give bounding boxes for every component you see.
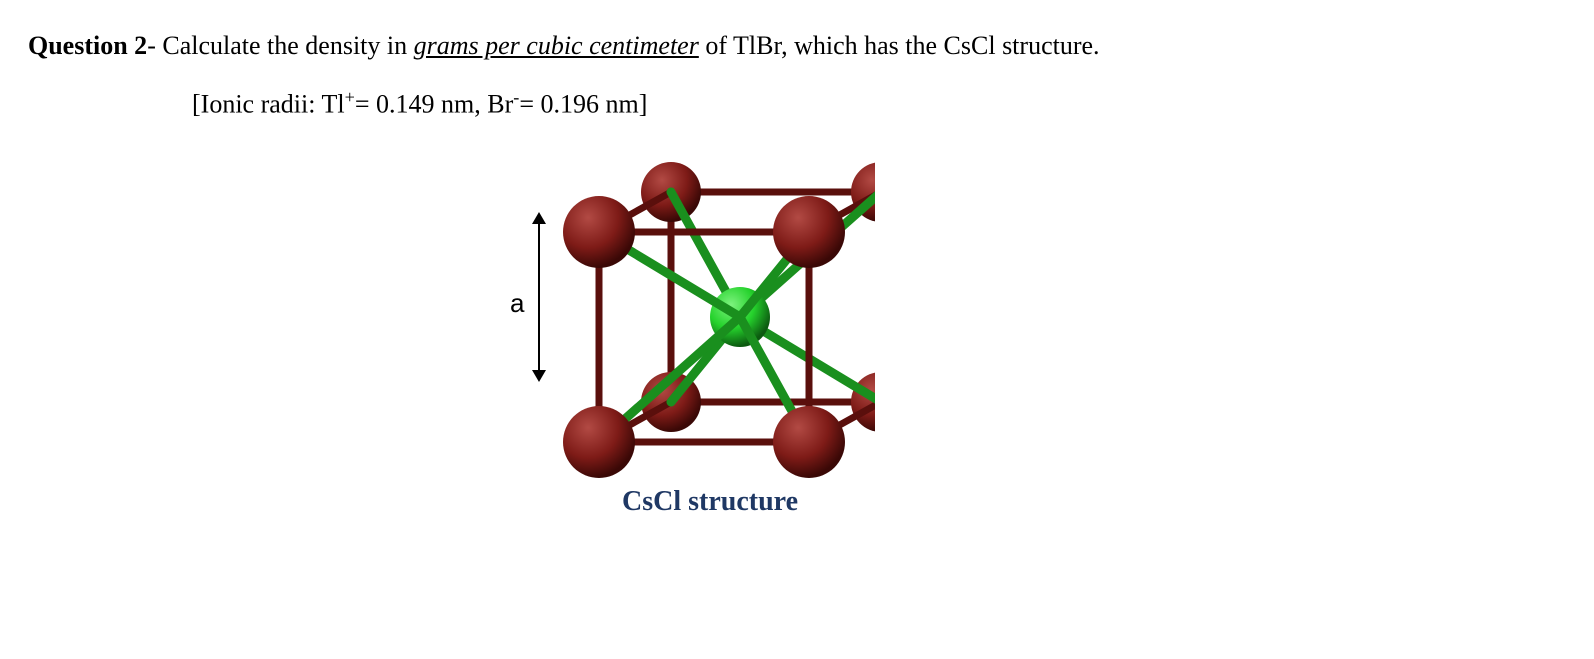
arrow-down-icon (532, 370, 546, 382)
question-pre: Calculate the density in (162, 31, 413, 60)
figure-caption: CsCl structure (500, 486, 920, 518)
br-eq: = 0.196 nm] (519, 90, 647, 119)
tl-sup: + (345, 87, 355, 107)
question-line: Question 2- Calculate the density in gra… (28, 28, 1566, 63)
lattice-a-label: a (510, 288, 524, 319)
cscl-structure-diagram (545, 158, 875, 478)
radii-prefix: [Ionic radii: Tl (192, 90, 345, 119)
page-root: Question 2- Calculate the density in gra… (0, 0, 1594, 659)
figure-wrap: a CsCl structure (500, 158, 920, 518)
question-dash: - (147, 31, 162, 60)
question-italic: grams per cubic centimeter (414, 31, 699, 60)
arrow-line (538, 220, 540, 374)
ionic-radii-line: [Ionic radii: Tl+= 0.149 nm, Br-= 0.196 … (192, 87, 1566, 120)
question-label: Question 2 (28, 31, 147, 60)
question-post: of TlBr, which has the CsCl structure. (699, 31, 1100, 60)
tl-eq: = 0.149 nm, Br (355, 90, 513, 119)
